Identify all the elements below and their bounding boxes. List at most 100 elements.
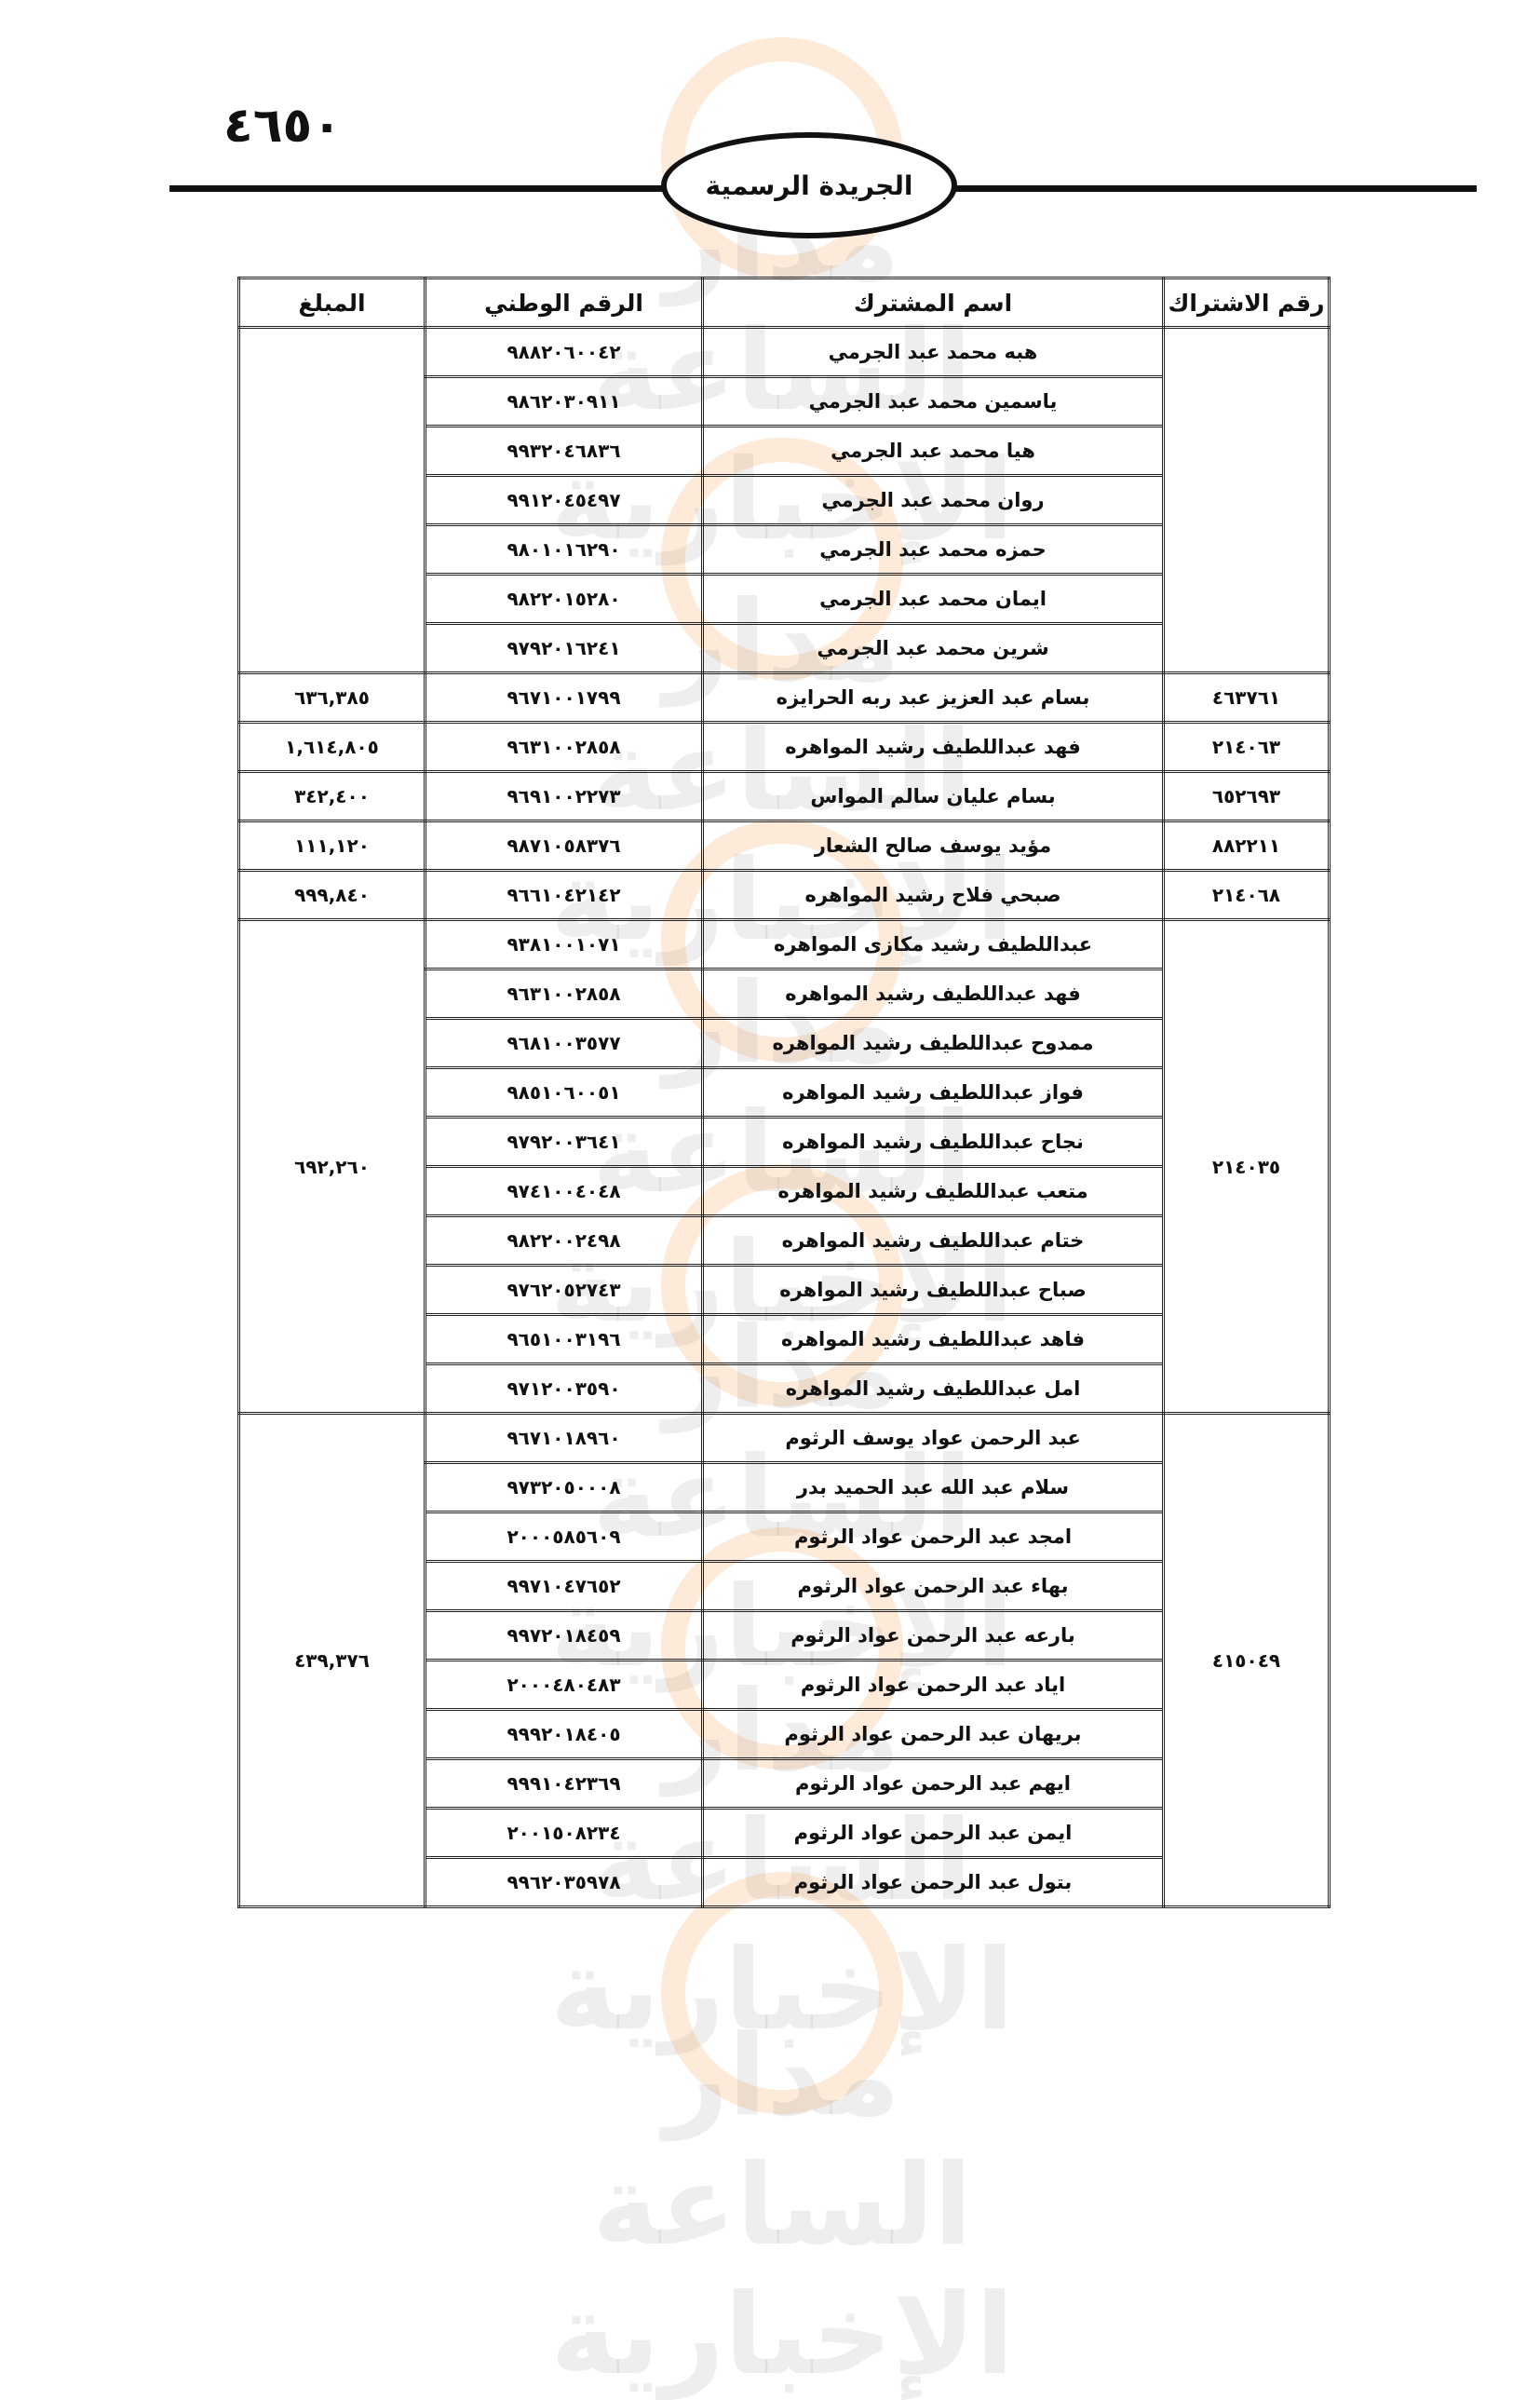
table-row: ٤٦٣٧٦١ بسام عبد العزيز عبد ربه الحرايزه ٩٦… bbox=[237, 671, 1331, 724]
national-id-cell: ٩٦٥١٠٠٣١٩٦ bbox=[424, 1313, 704, 1365]
subscriber-name-cell: متعب عبداللطيف رشيد المواهره bbox=[701, 1165, 1165, 1217]
table-row: صباح عبداللطيف رشيد المواهره ٩٧٦٢٠٥٢٧٤٣ bbox=[239, 1264, 1330, 1316]
table-row: بهاء عبد الرحمن عواد الرثوم ٩٩٧١٠٤٧٦٥٢ bbox=[239, 1560, 1330, 1612]
column-header-amount: المبلغ bbox=[237, 277, 426, 329]
subscriber-name-cell: فهد عبداللطيف رشيد المواهره bbox=[701, 721, 1165, 773]
subscription-number-cell: ٢١٤٠٣٥ bbox=[1162, 918, 1331, 1415]
table-row: ختام عبداللطيف رشيد المواهره ٩٨٢٢٠٠٢٤٩٨ bbox=[239, 1214, 1330, 1267]
table-row: ايهم عبد الرحمن عواد الرثوم ٩٩٩١٠٤٢٣٦٩ bbox=[239, 1757, 1330, 1810]
subscriber-name-cell: هبه محمد عبد الجرمي bbox=[701, 326, 1165, 378]
subscription-number-cell: ٢١٤٠٦٨ bbox=[1162, 869, 1331, 921]
amount-cell: ٤٣٩,٣٧٦ bbox=[237, 1412, 426, 1908]
table-row: نجاح عبداللطيف رشيد المواهره ٩٧٩٢٠٠٣٦٤١ bbox=[239, 1116, 1330, 1168]
table-row: ٦٥٢٦٩٣ بسام عليان سالم المواس ٩٦٩١٠٠٢٢٧٣ ٣٤… bbox=[237, 770, 1331, 822]
national-id-cell: ٩٧٦٢٠٥٢٧٤٣ bbox=[424, 1264, 704, 1316]
subscriber-name-cell: بهاء عبد الرحمن عواد الرثوم bbox=[701, 1560, 1165, 1612]
national-id-cell: ٩٦٦١٠٤٢١٤٢ bbox=[424, 869, 704, 921]
table-row: امجد عبد الرحمن عواد الرثوم ٢٠٠٠٥٨٥٦٠٩ bbox=[239, 1511, 1330, 1563]
national-id-cell: ٩٩٩١٠٤٢٣٦٩ bbox=[424, 1757, 704, 1810]
national-id-cell: ٢٠٠٠٤٨٠٤٨٣ bbox=[424, 1659, 704, 1711]
national-id-cell: ٩٩٩٢٠١٨٤٠٥ bbox=[424, 1708, 704, 1760]
amount-cell bbox=[237, 326, 426, 674]
table-row: ممدوح عبداللطيف رشيد المواهره ٩٦٨١٠٠٣٥٧٧ bbox=[239, 1017, 1330, 1069]
table-row: روان محمد عبد الجرمي ٩٩١٢٠٤٥٤٩٧ bbox=[239, 474, 1330, 526]
table-row: ايمن عبد الرحمن عواد الرثوم ٢٠٠١٥٠٨٢٣٤ bbox=[239, 1807, 1330, 1859]
amount-cell: ١١١,١٢٠ bbox=[237, 820, 426, 872]
subscriber-name-cell: سلام عبد الله عبد الحميد بدر bbox=[701, 1461, 1165, 1513]
table-row: ايمان محمد عبد الجرمي ٩٨٢٢٠١٥٢٨٠ bbox=[239, 573, 1330, 625]
table-row: هيا محمد عبد الجرمي ٩٩٣٢٠٤٦٨٣٦ bbox=[239, 425, 1330, 477]
national-id-cell: ٩٧٤١٠٠٤٠٤٨ bbox=[424, 1165, 704, 1217]
subscriber-name-cell: فواز عبداللطيف رشيد المواهره bbox=[701, 1066, 1165, 1119]
subscriber-name-cell: عبداللطيف رشيد مكازى المواهره bbox=[701, 918, 1165, 970]
table-row: سلام عبد الله عبد الحميد بدر ٩٧٣٢٠٥٠٠٠٨ bbox=[239, 1461, 1330, 1513]
subscriber-name-cell: بريهان عبد الرحمن عواد الرثوم bbox=[701, 1708, 1165, 1760]
subscribers-table: رقم الاشتراك اسم المشترك الرقم الوطني ال… bbox=[237, 277, 1331, 1908]
table-row: ٨٨٢٢١١ مؤيد يوسف صالح الشعار ٩٨٧١٠٥٨٣٧٦ ١١١… bbox=[237, 820, 1331, 872]
subscriber-name-cell: بسام عبد العزيز عبد ربه الحرايزه bbox=[701, 671, 1165, 724]
subscriber-name-cell: امجد عبد الرحمن عواد الرثوم bbox=[701, 1511, 1165, 1563]
table-row: بارعه عبد الرحمن عواد الرثوم ٩٩٧٢٠١٨٤٥٩ bbox=[239, 1609, 1330, 1661]
national-id-cell: ٩٣٨١٠٠١٠٧١ bbox=[424, 918, 704, 970]
table-row: ٢١٤٠٦٨ صبحي فلاح رشيد المواهره ٩٦٦١٠٤٢١٤٢ ٩… bbox=[237, 869, 1331, 921]
national-id-cell: ٩٩٦٢٠٣٥٩٧٨ bbox=[424, 1856, 704, 1908]
table-row: هبه محمد عبد الجرمي ٩٨٨٢٠٦٠٠٤٢ bbox=[237, 326, 1331, 674]
table-body: هبه محمد عبد الجرمي ٩٨٨٢٠٦٠٠٤٢ ياسمين محمد… bbox=[237, 326, 1331, 1908]
table-row: فاهد عبداللطيف رشيد المواهره ٩٦٥١٠٠٣١٩٦ bbox=[239, 1313, 1330, 1365]
national-id-cell: ٩٦٣١٠٠٢٨٥٨ bbox=[424, 721, 704, 773]
subscriber-name-cell: هيا محمد عبد الجرمي bbox=[701, 425, 1165, 477]
subscription-number-cell: ٤٦٣٧٦١ bbox=[1162, 671, 1331, 724]
subscriber-name-cell: نجاح عبداللطيف رشيد المواهره bbox=[701, 1116, 1165, 1168]
subscriber-name-cell: شرين محمد عبد الجرمي bbox=[701, 622, 1165, 674]
subscriber-name-cell: حمزه محمد عبد الجرمي bbox=[701, 523, 1165, 576]
table-row: ٢١٤٠٦٣ فهد عبداللطيف رشيد المواهره ٩٦٣١٠٠٢… bbox=[237, 721, 1331, 773]
table-row: ٤١٥٠٤٩ عبد الرحمن عواد يوسف الرثوم ٩٦٧١٠١٨… bbox=[237, 1412, 1331, 1908]
subscriber-name-cell: عبد الرحمن عواد يوسف الرثوم bbox=[701, 1412, 1165, 1464]
table-row: اياد عبد الرحمن عواد الرثوم ٢٠٠٠٤٨٠٤٨٣ bbox=[239, 1659, 1330, 1711]
subscription-number-cell: ٨٨٢٢١١ bbox=[1162, 820, 1331, 872]
table-row: فواز عبداللطيف رشيد المواهره ٩٨٥١٠٦٠٠٥١ bbox=[239, 1066, 1330, 1119]
national-id-cell: ٩٩١٢٠٤٥٤٩٧ bbox=[424, 474, 704, 526]
subscription-number-cell: ٢١٤٠٦٣ bbox=[1162, 721, 1331, 773]
page-number: ٤٦٥٠ bbox=[223, 98, 342, 154]
subscriber-name-cell: بارعه عبد الرحمن عواد الرثوم bbox=[701, 1609, 1165, 1661]
watermark-logo: مدار الساعة الإخبارية bbox=[521, 1872, 1043, 2400]
column-header-name: اسم المشترك bbox=[701, 277, 1165, 329]
table-row: ياسمين محمد عبد الجرمي ٩٨٦٢٠٣٠٩١١ bbox=[239, 375, 1330, 427]
table-row: امل عبداللطيف رشيد المواهره ٩٧١٢٠٠٣٥٩٠ bbox=[239, 1363, 1330, 1415]
national-id-cell: ٩٦٣١٠٠٢٨٥٨ bbox=[424, 968, 704, 1020]
table-row: متعب عبداللطيف رشيد المواهره ٩٧٤١٠٠٤٠٤٨ bbox=[239, 1165, 1330, 1217]
national-id-cell: ٩٧٩٢٠١٦٢٤١ bbox=[424, 622, 704, 674]
national-id-cell: ٩٦٩١٠٠٢٢٧٣ bbox=[424, 770, 704, 822]
amount-cell: ٣٤٢,٤٠٠ bbox=[237, 770, 426, 822]
table-row: حمزه محمد عبد الجرمي ٩٨٠١٠١٦٢٩٠ bbox=[239, 523, 1330, 576]
subscriber-name-cell: ختام عبداللطيف رشيد المواهره bbox=[701, 1214, 1165, 1267]
national-id-cell: ٩٨٦٢٠٣٠٩١١ bbox=[424, 375, 704, 427]
column-header-national-id: الرقم الوطني bbox=[424, 277, 704, 329]
national-id-cell: ٩٧١٢٠٠٣٥٩٠ bbox=[424, 1363, 704, 1415]
amount-cell: ٦٩٢,٢٦٠ bbox=[237, 918, 426, 1415]
national-id-cell: ٩٧٩٢٠٠٣٦٤١ bbox=[424, 1116, 704, 1168]
national-id-cell: ٩٧٣٢٠٥٠٠٠٨ bbox=[424, 1461, 704, 1513]
national-id-cell: ٩٨٥١٠٦٠٠٥١ bbox=[424, 1066, 704, 1119]
national-id-cell: ٩٨٢٢٠١٥٢٨٠ bbox=[424, 573, 704, 625]
national-id-cell: ٩٨٠١٠١٦٢٩٠ bbox=[424, 523, 704, 576]
subscription-number-cell: ٤١٥٠٤٩ bbox=[1162, 1412, 1331, 1908]
national-id-cell: ٩٩٧٢٠١٨٤٥٩ bbox=[424, 1609, 704, 1661]
subscriber-name-cell: بتول عبد الرحمن عواد الرثوم bbox=[701, 1856, 1165, 1908]
publication-title-oval: الجريدة الرسمية bbox=[661, 132, 957, 238]
national-id-cell: ٩٨٢٢٠٠٢٤٩٨ bbox=[424, 1214, 704, 1267]
subscriber-name-cell: روان محمد عبد الجرمي bbox=[701, 474, 1165, 526]
publication-title: الجريدة الرسمية bbox=[705, 169, 913, 201]
national-id-cell: ٩٦٧١٠٠١٧٩٩ bbox=[424, 671, 704, 724]
amount-cell: ٩٩٩,٨٤٠ bbox=[237, 869, 426, 921]
national-id-cell: ٩٨٨٢٠٦٠٠٤٢ bbox=[424, 326, 704, 378]
national-id-cell: ٩٩٧١٠٤٧٦٥٢ bbox=[424, 1560, 704, 1612]
subscriber-name-cell: ايمن عبد الرحمن عواد الرثوم bbox=[701, 1807, 1165, 1859]
subscriber-name-cell: امل عبداللطيف رشيد المواهره bbox=[701, 1363, 1165, 1415]
amount-cell: ١,٦١٤,٨٠٥ bbox=[237, 721, 426, 773]
subscriber-name-cell: ممدوح عبداللطيف رشيد المواهره bbox=[701, 1017, 1165, 1069]
subscriber-name-cell: مؤيد يوسف صالح الشعار bbox=[701, 820, 1165, 872]
subscriber-name-cell: ايهم عبد الرحمن عواد الرثوم bbox=[701, 1757, 1165, 1810]
subscriber-name-cell: ياسمين محمد عبد الجرمي bbox=[701, 375, 1165, 427]
